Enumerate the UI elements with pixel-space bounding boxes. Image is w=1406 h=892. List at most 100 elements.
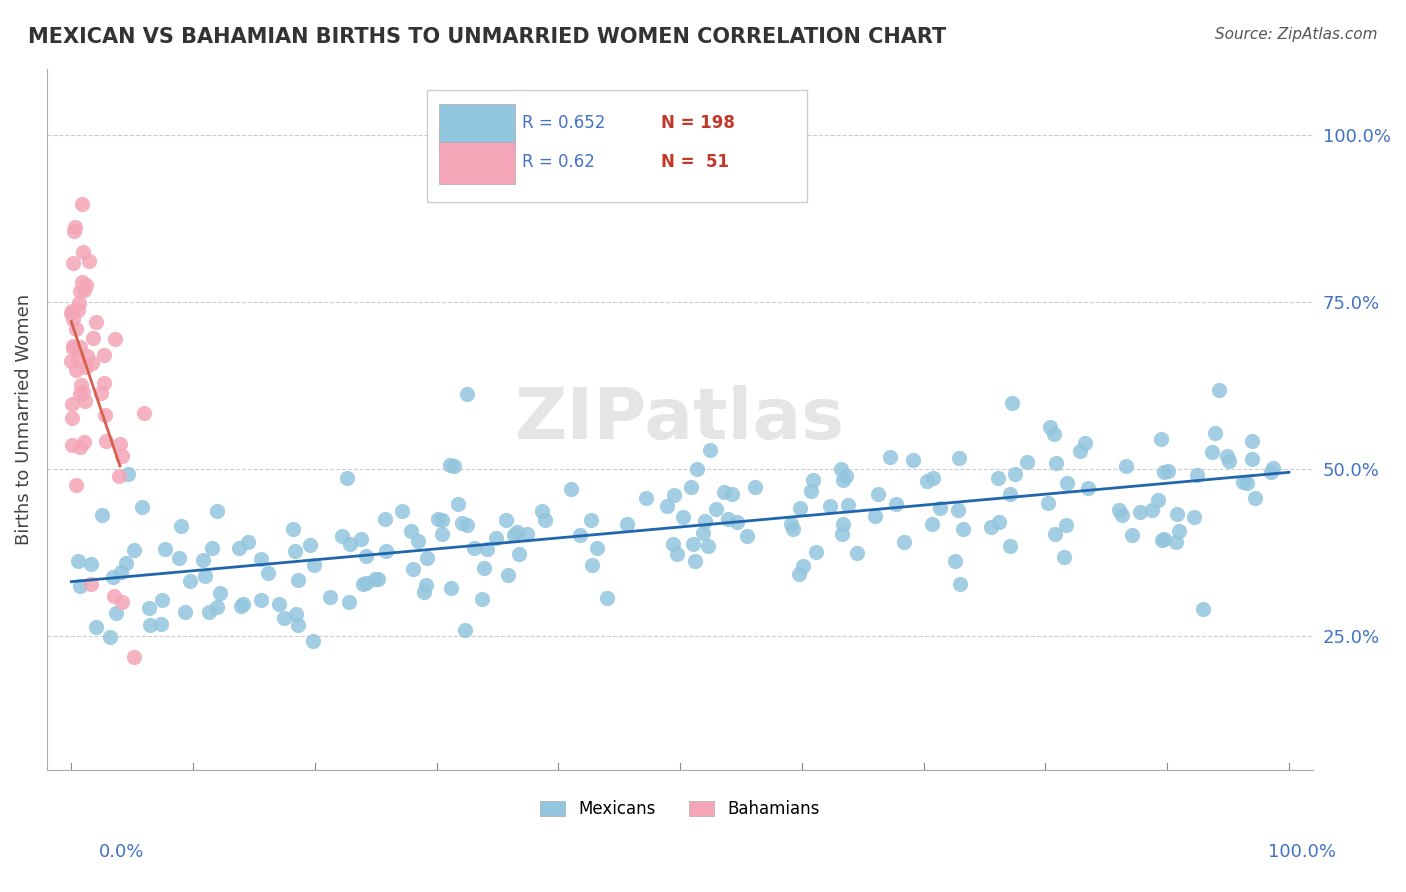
Point: [831, 473, 853, 487]
Point: [69, 441, 91, 455]
Point: [256, 566, 278, 580]
Point: [111, 595, 134, 609]
Point: [132, 406, 155, 420]
Point: [943, 554, 966, 568]
Point: [60, 438, 83, 452]
Point: [987, 515, 1010, 529]
Point: [77, 254, 100, 268]
Point: [150, 617, 173, 632]
Point: [893, 534, 915, 549]
Point: [281, 522, 304, 536]
Point: [835, 469, 858, 483]
Point: [1056, 476, 1078, 491]
Point: [205, 600, 228, 615]
Point: [456, 517, 478, 532]
Point: [901, 452, 924, 467]
Point: [1000, 487, 1022, 501]
Point: [75, 359, 97, 374]
Point: [884, 497, 907, 511]
Point: [298, 538, 321, 552]
Point: [586, 541, 609, 555]
Point: [1147, 493, 1170, 508]
Point: [349, 532, 371, 546]
Point: [682, 537, 704, 551]
Point: [139, 618, 162, 632]
Text: N = 198: N = 198: [661, 114, 735, 132]
Point: [443, 458, 465, 473]
Point: [713, 485, 735, 500]
Point: [1054, 517, 1077, 532]
Point: [1150, 432, 1173, 446]
Point: [111, 450, 134, 464]
Point: [232, 597, 254, 611]
FancyBboxPatch shape: [427, 89, 807, 202]
Point: [430, 513, 453, 527]
Point: [1140, 502, 1163, 516]
Point: [661, 537, 683, 551]
Point: [879, 450, 901, 464]
Point: [229, 599, 252, 613]
Point: [1004, 467, 1026, 481]
Point: [191, 553, 214, 567]
Point: [1153, 532, 1175, 546]
Point: [80, 356, 103, 370]
Point: [1121, 528, 1143, 542]
Point: [63, 219, 86, 234]
Point: [792, 558, 814, 573]
Point: [980, 520, 1002, 534]
Point: [80, 576, 103, 591]
Point: [66, 554, 89, 568]
Point: [69, 284, 91, 298]
Point: [179, 574, 201, 588]
Point: [72, 384, 94, 399]
Point: [73, 434, 96, 449]
Point: [1153, 465, 1175, 479]
Point: [1000, 396, 1022, 410]
Point: [75, 394, 97, 409]
Point: [287, 573, 309, 587]
Point: [69, 340, 91, 354]
Point: [1218, 454, 1240, 468]
Point: [82, 330, 104, 344]
Point: [1156, 464, 1178, 478]
Point: [744, 480, 766, 494]
Point: [1074, 435, 1097, 450]
Point: [101, 570, 124, 584]
Point: [70, 197, 93, 211]
Point: [531, 504, 554, 518]
Point: [1045, 457, 1067, 471]
Point: [98, 630, 121, 644]
Point: [62, 339, 84, 353]
Point: [803, 473, 825, 487]
Point: [581, 558, 603, 572]
Point: [426, 512, 449, 526]
Point: [1036, 496, 1059, 510]
Text: MEXICAN VS BAHAMIAN BIRTHS TO UNMARRIED WOMEN CORRELATION CHART: MEXICAN VS BAHAMIAN BIRTHS TO UNMARRIED …: [28, 27, 946, 46]
Point: [67, 295, 90, 310]
Point: [686, 462, 709, 476]
Point: [782, 522, 804, 536]
Point: [62, 312, 84, 326]
Point: [108, 436, 131, 450]
Point: [170, 519, 193, 533]
Point: [60, 410, 83, 425]
Text: Source: ZipAtlas.com: Source: ZipAtlas.com: [1215, 27, 1378, 42]
Point: [800, 484, 823, 499]
Point: [921, 516, 943, 531]
Point: [201, 541, 224, 556]
Point: [447, 497, 470, 511]
Point: [62, 341, 84, 355]
Point: [236, 535, 259, 549]
Point: [837, 499, 859, 513]
Point: [285, 607, 308, 621]
Point: [831, 527, 853, 541]
Text: 0.0%: 0.0%: [98, 843, 143, 861]
Point: [616, 516, 638, 531]
Point: [250, 552, 273, 566]
Point: [456, 387, 478, 401]
Point: [402, 561, 425, 575]
Point: [391, 504, 413, 518]
Text: 100.0%: 100.0%: [1268, 843, 1336, 861]
Point: [94, 409, 117, 423]
Point: [1215, 449, 1237, 463]
